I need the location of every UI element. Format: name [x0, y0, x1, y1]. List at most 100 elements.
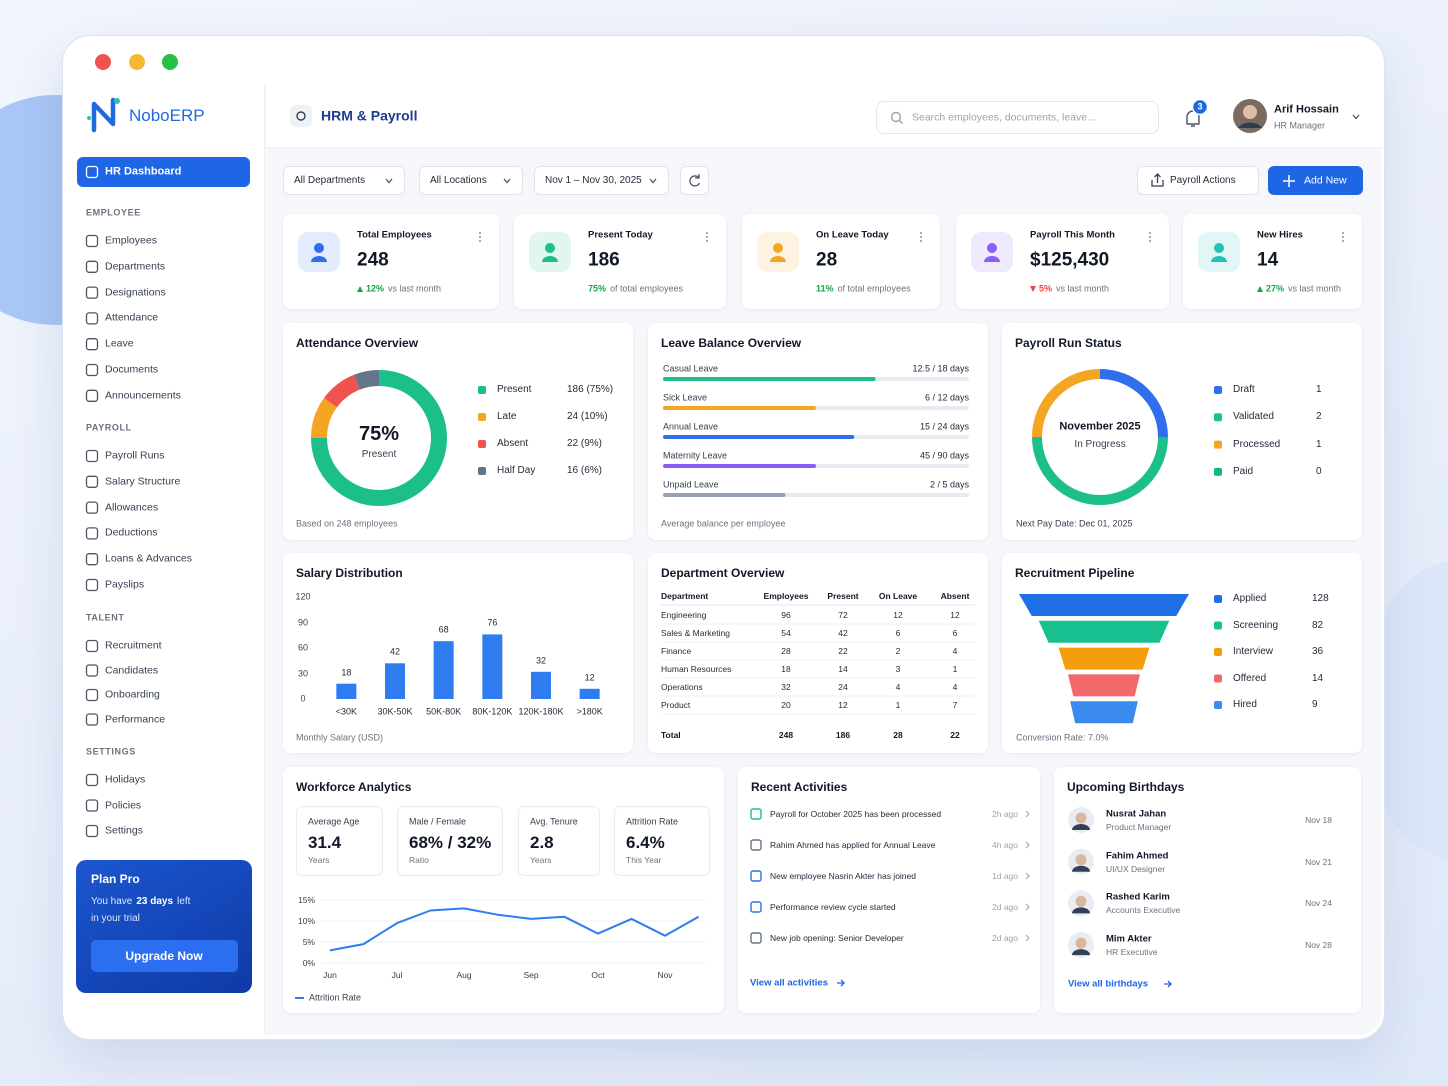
filter-dropdown[interactable]: [419, 166, 523, 195]
search-box[interactable]: [876, 101, 1159, 134]
kpi-menu: [478, 235, 482, 239]
card-title: Attendance Overview: [296, 335, 419, 350]
y-tick-label: 60: [297, 642, 309, 653]
legend-label: Applied: [1233, 593, 1267, 604]
chevron: [385, 178, 393, 184]
nav-item[interactable]: Payslips: [105, 578, 145, 591]
kpi-change: 75%: [588, 283, 607, 294]
filter-label[interactable]: Nov 1 – Nov 30, 2025: [545, 175, 642, 186]
nav-section: PAYROLL: [86, 422, 132, 433]
y-tick-label: 0%: [302, 957, 315, 968]
nav-active[interactable]: [77, 157, 250, 187]
refresh-button[interactable]: [680, 166, 709, 195]
card-title: Recruitment Pipeline: [1015, 565, 1135, 580]
kpi-icon-glyph: [987, 243, 997, 253]
card-title: Leave Balance Overview: [661, 335, 802, 350]
logo: [91, 97, 116, 133]
kpi-value: 186: [588, 249, 620, 271]
notification-count: 3: [1197, 101, 1203, 112]
nav-item[interactable]: Loans & Advances: [105, 552, 192, 565]
kpi-icon-glyph: [314, 243, 324, 253]
activity-text[interactable]: Rahim Ahmed has applied for Annual Leave: [770, 839, 936, 850]
leave-balance: 12.5 / 18 days: [912, 363, 969, 374]
table-cell: Product: [661, 699, 691, 710]
birthday-date: Nov 24: [1305, 898, 1332, 909]
filter-label[interactable]: All Locations: [430, 175, 487, 186]
bar: [336, 683, 357, 699]
y-tick-label: 10%: [297, 915, 315, 926]
card: [283, 323, 633, 540]
table-cell: Engineering: [661, 609, 707, 620]
nav-item[interactable]: Recruitment: [105, 639, 162, 652]
activity-text[interactable]: New employee Nasrin Akter has joined: [770, 870, 916, 881]
card-title: Department Overview: [661, 565, 785, 580]
avatar: [1072, 907, 1090, 914]
nav-item[interactable]: Attendance: [105, 312, 159, 325]
legend-value: 24 (10%): [567, 411, 608, 422]
card: [283, 553, 633, 753]
nav-item[interactable]: Allowances: [105, 501, 159, 514]
chevron: [1025, 841, 1030, 849]
card-footer: Based on 248 employees: [296, 518, 398, 529]
chevron: [1025, 903, 1030, 911]
line-series: [329, 907, 699, 952]
filter-dropdown[interactable]: [283, 166, 405, 195]
nav-item[interactable]: Candidates: [105, 664, 159, 677]
nav-item[interactable]: Designations: [105, 286, 166, 299]
nav-item[interactable]: Deductions: [105, 527, 158, 540]
person-role: Accounts Executive: [1106, 905, 1181, 916]
nav-item[interactable]: Holidays: [105, 773, 146, 786]
data-label: 68: [438, 624, 449, 635]
nav-item[interactable]: Announcements: [105, 389, 181, 402]
nav-item[interactable]: Departments: [105, 260, 166, 273]
filter-dropdown[interactable]: [534, 166, 669, 195]
nav-item[interactable]: Leave: [105, 337, 134, 350]
user-name[interactable]: Arif Hossain: [1274, 103, 1339, 116]
donut-segment: [1032, 369, 1101, 438]
avatar: [1072, 949, 1090, 956]
upgrade-button-label[interactable]: Upgrade Now: [125, 948, 203, 963]
leave-type: Annual Leave: [663, 421, 719, 432]
table-cell: 4: [895, 681, 901, 692]
nav-item[interactable]: Settings: [105, 824, 143, 837]
upgrade-button[interactable]: [91, 940, 238, 972]
table-cell: 7: [952, 699, 958, 710]
filter-label[interactable]: All Departments: [294, 175, 366, 186]
stat-label: Male / Female: [409, 816, 467, 827]
leave-type: Sick Leave: [663, 392, 708, 403]
button-label[interactable]: Add New: [1304, 174, 1347, 187]
button-label[interactable]: Payroll Actions: [1170, 175, 1236, 186]
kpi-note: of total employees: [837, 283, 911, 294]
person-name: Rashed Karim: [1106, 891, 1170, 903]
nav-item[interactable]: Performance: [105, 713, 166, 726]
nav-item[interactable]: Documents: [105, 363, 159, 376]
link[interactable]: View all birthdays: [1068, 978, 1149, 990]
kpi-icon-glyph: [545, 243, 555, 253]
activity-text[interactable]: Performance review cycle started: [770, 901, 896, 912]
funnel-stage: [1019, 594, 1189, 616]
nav-item[interactable]: Payroll Runs: [105, 449, 165, 462]
data-label: 42: [389, 646, 401, 657]
data-label: 18: [341, 667, 352, 678]
table-cell: 24: [838, 681, 848, 692]
legend-label: Validated: [1233, 411, 1274, 423]
y-tick-label: 5%: [302, 936, 315, 947]
nav-item[interactable]: Onboarding: [105, 688, 160, 701]
kpi-menu: [478, 239, 482, 243]
table-total: 186: [835, 729, 851, 740]
link[interactable]: View all activities: [750, 977, 828, 989]
activity-text[interactable]: Payroll for October 2025 has been proces…: [770, 808, 942, 819]
kpi-label: Present Today: [588, 229, 653, 241]
chevron: [1352, 114, 1360, 120]
nav-item[interactable]: Policies: [105, 799, 142, 812]
activity-text[interactable]: New job opening: Senior Developer: [770, 932, 904, 943]
window-control: [162, 54, 178, 70]
nav-item[interactable]: Employees: [105, 234, 157, 247]
nav-item[interactable]: Salary Structure: [105, 475, 181, 488]
kpi-icon-glyph: [542, 256, 558, 262]
icon: [85, 389, 99, 402]
nav-item[interactable]: HR Dashboard: [105, 165, 182, 178]
x-tick-label: Sep: [523, 969, 539, 980]
leave-balance: 45 / 90 days: [919, 450, 969, 461]
